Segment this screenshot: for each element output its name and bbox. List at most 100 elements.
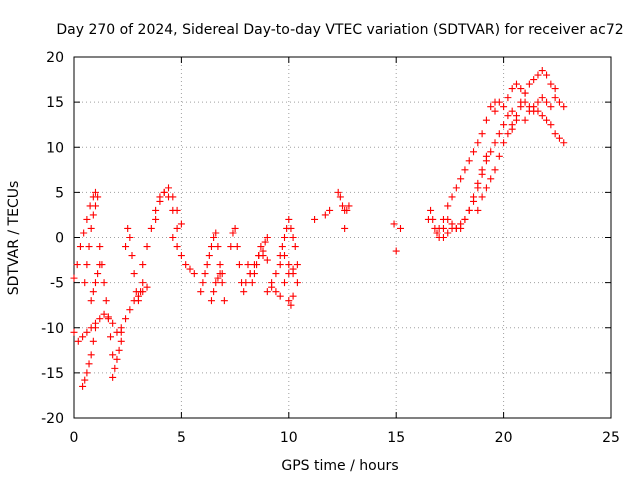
data-point [115, 346, 123, 354]
data-point [457, 220, 465, 228]
data-point [478, 130, 486, 138]
data-point [177, 252, 185, 260]
data-point [478, 193, 486, 201]
data-point [205, 252, 213, 260]
data-point [521, 89, 529, 97]
y-tick-label: 20 [46, 50, 64, 66]
data-point [289, 292, 297, 300]
data-point [521, 116, 529, 124]
data-point [85, 360, 93, 368]
data-point [525, 107, 533, 115]
data-point [231, 224, 239, 232]
series-trace-q [263, 252, 301, 296]
x-tick-label: 10 [280, 430, 298, 446]
data-point [130, 270, 138, 278]
data-point [111, 364, 119, 372]
data-point [70, 328, 78, 336]
series-trace-o [227, 224, 271, 296]
data-point [272, 288, 280, 296]
data-point [530, 103, 538, 111]
series-trace-x [435, 98, 499, 232]
data-point [289, 265, 297, 273]
series-trace-p [244, 234, 271, 287]
y-tick-label: -5 [50, 276, 64, 292]
data-point [240, 288, 248, 296]
data-point [512, 116, 520, 124]
data-point [334, 188, 342, 196]
data-point [474, 139, 482, 147]
data-point [474, 206, 482, 214]
data-point [495, 98, 503, 106]
data-point [220, 297, 228, 305]
data-point [218, 279, 226, 287]
x-tick-label: 5 [177, 430, 186, 446]
data-point [242, 279, 250, 287]
series-trace-k [152, 184, 185, 228]
data-point [538, 67, 546, 75]
data-point [257, 243, 265, 251]
data-point [122, 315, 130, 323]
data-point [160, 188, 168, 196]
data-point [508, 85, 516, 93]
data-point [126, 234, 134, 241]
data-point [197, 288, 205, 296]
data-point [216, 261, 224, 269]
data-point [152, 215, 160, 223]
data-point [80, 229, 88, 237]
data-point [83, 261, 91, 269]
data-point [461, 166, 469, 174]
series-trace-m [197, 229, 228, 305]
data-point [102, 297, 110, 305]
data-points [70, 67, 568, 390]
data-point [96, 315, 104, 323]
data-point [128, 252, 136, 260]
data-point [173, 243, 181, 251]
data-point [165, 184, 173, 192]
data-point [521, 98, 529, 106]
data-point [512, 80, 520, 88]
data-point [500, 121, 508, 129]
data-point [547, 103, 555, 111]
data-point [199, 279, 207, 287]
data-point [244, 261, 252, 269]
data-point [87, 297, 95, 305]
data-point [285, 215, 293, 223]
data-point [560, 139, 568, 147]
data-point [336, 193, 344, 201]
data-point [491, 139, 499, 147]
chart-title: Day 270 of 2024, Sidereal Day-to-day VTE… [56, 22, 623, 38]
data-point [530, 76, 538, 84]
data-point [268, 283, 276, 291]
x-tick-label: 15 [387, 430, 405, 446]
x-tick-label: 20 [495, 430, 513, 446]
data-point [107, 333, 115, 341]
data-point [98, 261, 106, 269]
data-point [439, 215, 447, 223]
data-point [291, 243, 299, 251]
data-point [259, 247, 267, 255]
data-point [525, 80, 533, 88]
data-point [487, 148, 495, 156]
series-trace-u [311, 188, 353, 232]
grid-lines [74, 57, 611, 418]
data-point [253, 261, 261, 269]
data-point [272, 270, 280, 278]
data-point [474, 184, 482, 192]
data-point [339, 202, 346, 210]
data-point [143, 243, 151, 251]
data-point [139, 261, 147, 269]
data-point [293, 261, 301, 269]
x-tick-label: 25 [602, 430, 620, 446]
data-point [452, 224, 460, 232]
series-trace-z [461, 107, 516, 223]
series-trace-l [169, 234, 198, 278]
y-tick-label: 5 [55, 185, 64, 201]
data-point [79, 333, 87, 341]
data-point [495, 152, 503, 160]
data-point [504, 112, 512, 120]
y-axis-label: SDTVAR / TECUs [6, 181, 22, 296]
data-point [482, 116, 490, 124]
data-point [478, 170, 486, 178]
data-point [96, 243, 104, 251]
data-point [538, 112, 546, 120]
